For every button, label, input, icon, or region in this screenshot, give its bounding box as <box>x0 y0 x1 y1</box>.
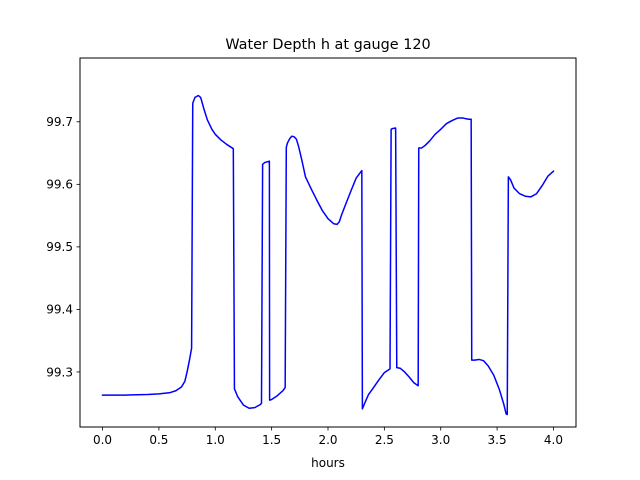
x-tick-label: 3.5 <box>488 433 507 447</box>
y-tick-label: 99.7 <box>46 115 73 129</box>
x-tick-label: 4.0 <box>544 433 563 447</box>
series-line-0 <box>101 94 555 416</box>
y-tick-label: 99.6 <box>46 178 73 192</box>
x-tick-label: 1.5 <box>262 433 281 447</box>
plot-area: 0.0 0.5 1.0 1.5 2.0 2.5 3.0 3.5 4.0 99.3 99.4 99.5 9… <box>46 57 577 447</box>
x-tick-label: 1.0 <box>206 433 225 447</box>
y-tick-label: 99.5 <box>46 240 73 254</box>
x-tick-label: 2.0 <box>318 433 337 447</box>
x-axis-label: hours <box>311 456 345 470</box>
y-tick-label: 99.3 <box>46 365 73 379</box>
y-tick-label: 99.4 <box>46 303 73 317</box>
chart-title: Water Depth h at gauge 120 <box>225 37 430 53</box>
x-tick-label: 2.5 <box>375 433 394 447</box>
x-tick-label: 0.0 <box>93 433 112 447</box>
x-tick-label: 0.5 <box>149 433 168 447</box>
x-tick-label: 3.0 <box>431 433 450 447</box>
